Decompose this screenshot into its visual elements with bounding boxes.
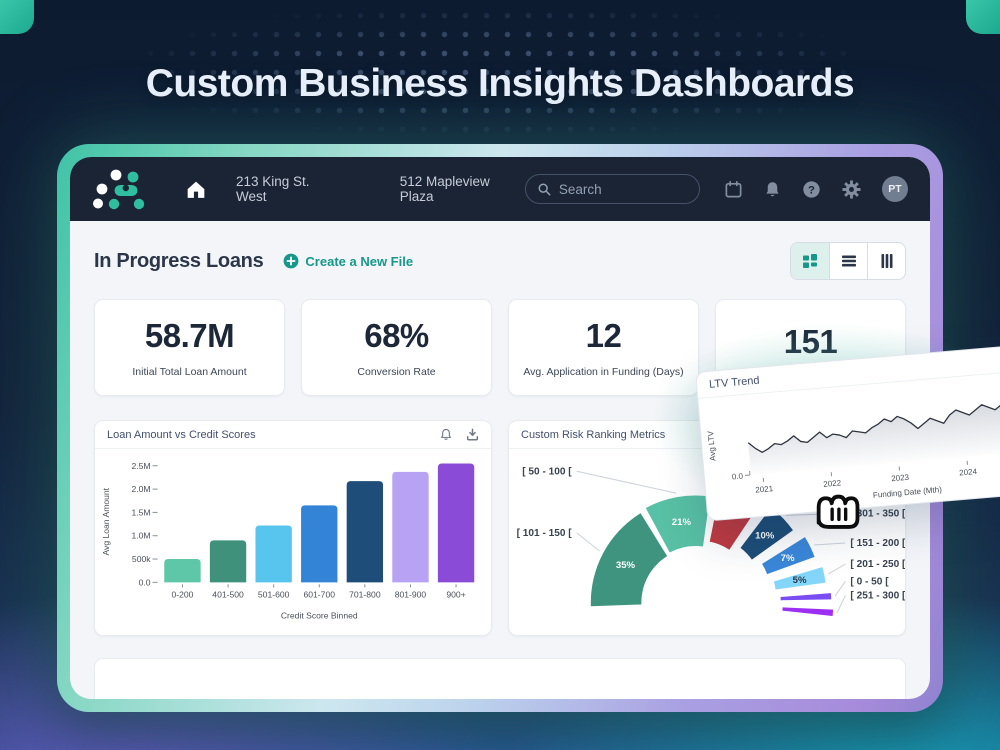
svg-text:[ 50 - 100 [: [ 50 - 100 [ [522,466,572,477]
svg-text:7%: 7% [781,553,795,564]
avatar[interactable]: PT [881,176,908,202]
svg-text:[ 251 - 300 [: [ 251 - 300 [ [850,591,905,602]
search-input[interactable]: Search [524,174,700,204]
svg-text:601-700: 601-700 [304,589,336,599]
svg-text:2023: 2023 [891,473,910,484]
view-columns-button[interactable] [867,243,905,279]
svg-text:[ 201 - 250 [: [ 201 - 250 [ [850,559,905,570]
app-logo [92,168,146,210]
svg-text:0.0: 0.0 [139,577,151,587]
ltv-chart-title: LTV Trend [708,374,760,391]
section-heading: In Progress Loans [94,249,264,272]
nav-address-2[interactable]: 512 Mapleview Plaza [399,174,490,204]
ltv-trend-card[interactable]: LTV Trend Avg LTV0.020212022202320242025… [695,342,1000,522]
view-toggle-group [790,242,906,280]
charts-row: Loan Amount vs Credit Scores 0.0 500k 1.0M… [94,420,906,636]
nav-address-1[interactable]: 213 King St. West [236,174,310,204]
kpi-card-conversion-rate: 68% Conversion Rate [301,299,492,396]
grab-hand-cursor-icon [806,478,860,532]
svg-text:1.5M: 1.5M [131,507,150,517]
partial-bottom-card [94,658,906,699]
card-bell-icon[interactable] [440,428,452,441]
view-grid-button[interactable] [791,243,829,279]
corner-accent-right [966,0,1000,34]
svg-text:2.0M: 2.0M [131,484,150,494]
create-new-file-button[interactable]: Create a New File [283,253,413,269]
gear-icon[interactable] [842,179,861,199]
svg-text:2022: 2022 [823,478,842,489]
svg-text:501-600: 501-600 [258,589,290,599]
svg-text:0.0: 0.0 [731,472,743,482]
page-title: Custom Business Insights Dashboards [145,62,855,105]
svg-text:1.0M: 1.0M [131,531,150,541]
svg-text:[ 0 - 50 [: [ 0 - 50 [ [850,576,889,587]
svg-text:Avg LTV: Avg LTV [706,430,718,461]
svg-text:401-500: 401-500 [212,589,244,599]
svg-text:Funding Date (Mth): Funding Date (Mth) [873,485,943,500]
card-download-icon[interactable] [466,428,479,441]
bar-chart: 0.0 500k 1.0M 1.5M 2.0M 2.5M Avg Loan Amount 0-… [101,461,475,621]
kpi-value: 68% [364,317,429,354]
plus-circle-icon [283,253,299,269]
kpi-label: Initial Total Loan Amount [132,366,247,378]
svg-text:801-900: 801-900 [395,589,427,599]
svg-text:?: ? [808,184,815,196]
svg-text:[ 101 - 150 [: [ 101 - 150 [ [517,528,573,539]
corner-accent-left [0,0,34,34]
svg-text:2021: 2021 [755,484,774,495]
view-list-button[interactable] [829,243,867,279]
svg-text:5%: 5% [793,575,807,586]
bar-chart-card: Loan Amount vs Credit Scores 0.0 500k 1.0M… [94,420,492,636]
svg-text:Avg Loan Amount: Avg Loan Amount [101,487,111,555]
home-icon[interactable] [186,180,206,199]
svg-text:900+: 900+ [446,589,465,599]
svg-text:701-800: 701-800 [349,589,381,599]
bar-chart-body: 0.0 500k 1.0M 1.5M 2.0M 2.5M Avg Loan Amount 0-… [95,449,491,635]
svg-text:500k: 500k [132,554,151,564]
svg-text:Credit Score Binned: Credit Score Binned [281,611,358,621]
help-icon[interactable]: ? [802,180,821,199]
svg-text:2.5M: 2.5M [131,461,150,471]
kpi-card-initial-loan: 58.7M Initial Total Loan Amount [94,299,285,396]
bar-chart-title: Loan Amount vs Credit Scores [107,428,256,441]
top-nav: 213 King St. West 512 Mapleview Plaza Se… [70,157,930,221]
kpi-label: Conversion Rate [357,366,436,378]
dot-pattern [140,6,860,134]
kpi-value: 58.7M [144,317,235,354]
svg-text:0-200: 0-200 [171,589,193,599]
calendar-icon[interactable] [724,180,743,199]
search-placeholder: Search [558,181,602,197]
create-new-file-label: Create a New File [305,253,414,269]
search-icon [538,183,551,196]
bell-icon[interactable] [764,180,781,199]
svg-text:2024: 2024 [959,467,978,478]
svg-text:35%: 35% [616,560,636,571]
